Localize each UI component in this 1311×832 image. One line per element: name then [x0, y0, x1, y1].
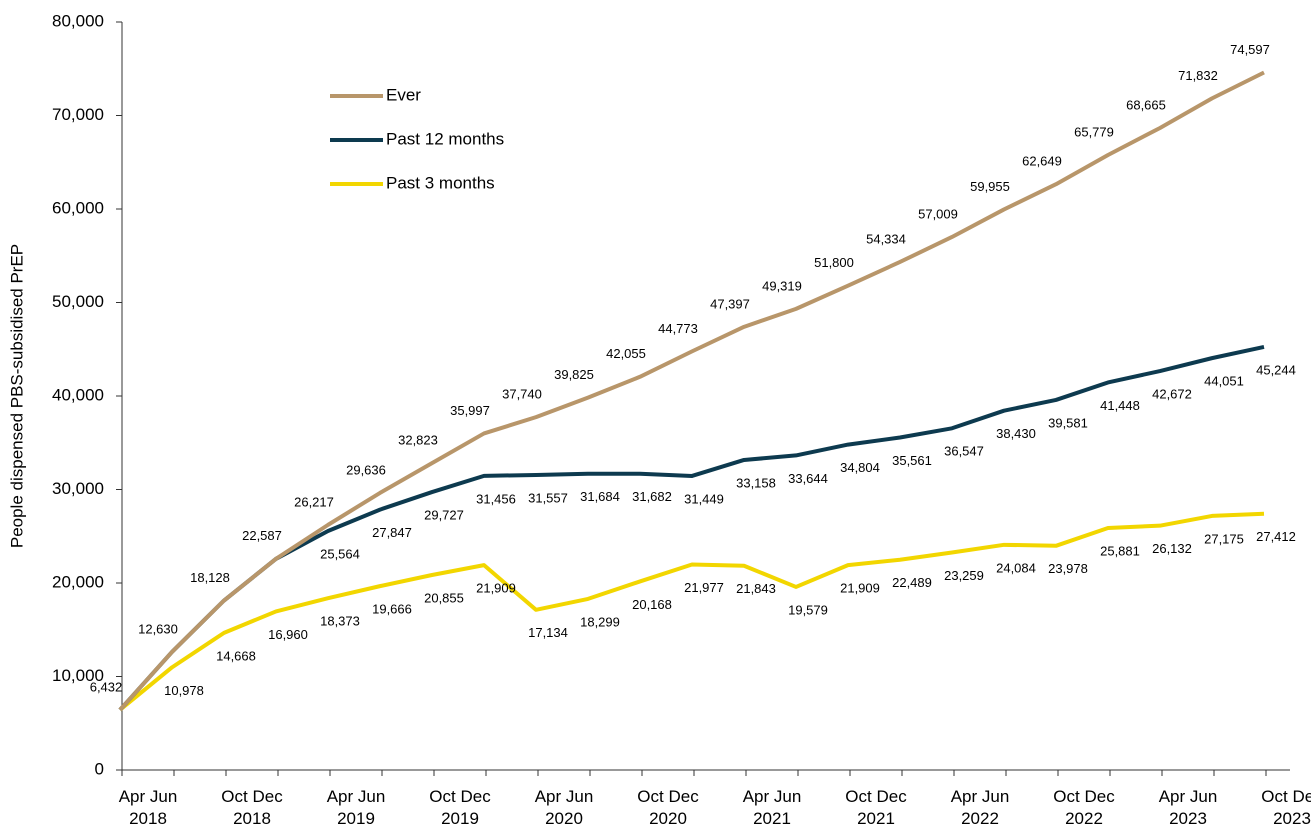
data-label: 27,847: [372, 525, 412, 540]
x-tick-label: Apr Jun 2019: [327, 787, 386, 828]
data-label: 51,800: [814, 255, 854, 270]
data-label: 39,581: [1048, 415, 1088, 430]
data-label: 19,579: [788, 602, 828, 617]
data-label: 37,740: [502, 387, 542, 402]
data-label: 71,832: [1178, 68, 1218, 83]
data-label: 68,665: [1126, 97, 1166, 112]
data-label: 38,430: [996, 426, 1036, 441]
data-label: 31,684: [580, 489, 620, 504]
data-label: 23,978: [1048, 561, 1088, 576]
data-label: 22,587: [242, 528, 282, 543]
data-label: 23,259: [944, 568, 984, 583]
data-label: 18,373: [320, 614, 360, 629]
data-label: 6,432: [90, 679, 123, 694]
data-label: 12,630: [138, 621, 178, 636]
y-tick-label: 70,000: [52, 105, 104, 124]
data-label: 45,244: [1256, 362, 1296, 377]
data-label: 21,977: [684, 580, 724, 595]
data-label: 31,449: [684, 491, 724, 506]
x-tick-label: Oct Dec 2021: [845, 787, 907, 828]
data-label: 27,175: [1204, 531, 1244, 546]
data-label: 34,804: [840, 460, 880, 475]
series-line: [118, 511, 1265, 712]
y-tick-label: 10,000: [52, 666, 104, 685]
x-tick-label: Apr Jun 2023: [1159, 787, 1218, 828]
data-label: 18,128: [190, 570, 230, 585]
data-label: 62,649: [1022, 154, 1062, 169]
data-label: 35,561: [892, 453, 932, 468]
series-line: [118, 345, 1265, 712]
data-label: 31,557: [528, 490, 568, 505]
data-label: 19,666: [372, 602, 412, 617]
x-tick-label: Oct Dec 2020: [637, 787, 699, 828]
data-label: 36,547: [944, 444, 984, 459]
data-label: 42,672: [1152, 386, 1192, 401]
y-tick-label: 0: [95, 759, 104, 778]
data-label: 21,909: [476, 581, 516, 596]
x-tick-label: Apr Jun 2021: [743, 787, 802, 828]
data-label: 49,319: [762, 278, 802, 293]
x-tick-label: Oct Dec 2018: [221, 787, 283, 828]
data-label: 41,448: [1100, 398, 1140, 413]
data-label: 26,132: [1152, 541, 1192, 556]
data-label: 29,727: [424, 507, 464, 522]
data-label: 35,997: [450, 403, 490, 418]
y-tick-label: 60,000: [52, 198, 104, 217]
data-label: 54,334: [866, 231, 906, 246]
data-label: 20,168: [632, 597, 672, 612]
data-label: 59,955: [970, 179, 1010, 194]
data-label: 21,909: [840, 581, 880, 596]
data-label: 20,855: [424, 590, 464, 605]
data-label: 21,843: [736, 581, 776, 596]
data-label: 25,564: [320, 546, 360, 561]
data-label: 31,456: [476, 491, 516, 506]
y-tick-label: 50,000: [52, 292, 104, 311]
data-label: 32,823: [398, 433, 438, 448]
x-tick-label: Oct Dec 2019: [429, 787, 491, 828]
y-tick-label: 40,000: [52, 385, 104, 404]
data-label: 31,682: [632, 489, 672, 504]
data-label: 39,825: [554, 367, 594, 382]
y-tick-label: 20,000: [52, 572, 104, 591]
data-label: 24,084: [996, 560, 1036, 575]
data-label: 22,489: [892, 575, 932, 590]
legend-label: Past 3 months: [386, 173, 495, 192]
data-label: 57,009: [918, 206, 958, 221]
data-label: 16,960: [268, 627, 308, 642]
data-label: 26,217: [294, 494, 334, 509]
y-tick-label: 80,000: [52, 11, 104, 30]
data-label: 14,668: [216, 648, 256, 663]
data-label: 42,055: [606, 346, 646, 361]
data-label: 74,597: [1230, 42, 1270, 57]
data-label: 17,134: [528, 625, 568, 640]
y-tick-label: 30,000: [52, 479, 104, 498]
data-label: 65,779: [1074, 124, 1114, 139]
data-label: 33,158: [736, 475, 776, 490]
data-label: 47,397: [710, 296, 750, 311]
data-label: 18,299: [580, 614, 620, 629]
data-label: 44,051: [1204, 374, 1244, 389]
x-tick-label: Apr Jun 2020: [535, 787, 594, 828]
data-label: 10,978: [164, 683, 204, 698]
data-label: 29,636: [346, 462, 386, 477]
x-tick-label: Apr Jun 2022: [951, 787, 1010, 828]
x-tick-label: Oct Dec2023: [1261, 787, 1311, 828]
x-tick-label: Apr Jun 2018: [119, 787, 178, 828]
data-label: 33,644: [788, 471, 828, 486]
y-axis-label: People dispensed PBS-subsidised PrEP: [7, 244, 26, 548]
data-label: 27,412: [1256, 529, 1296, 544]
x-tick-label: Oct Dec 2022: [1053, 787, 1115, 828]
legend-label: Past 12 months: [386, 129, 504, 148]
legend-label: Ever: [386, 85, 421, 104]
data-label: 25,881: [1100, 543, 1140, 558]
series-line: [118, 70, 1265, 712]
data-label: 44,773: [658, 321, 698, 336]
